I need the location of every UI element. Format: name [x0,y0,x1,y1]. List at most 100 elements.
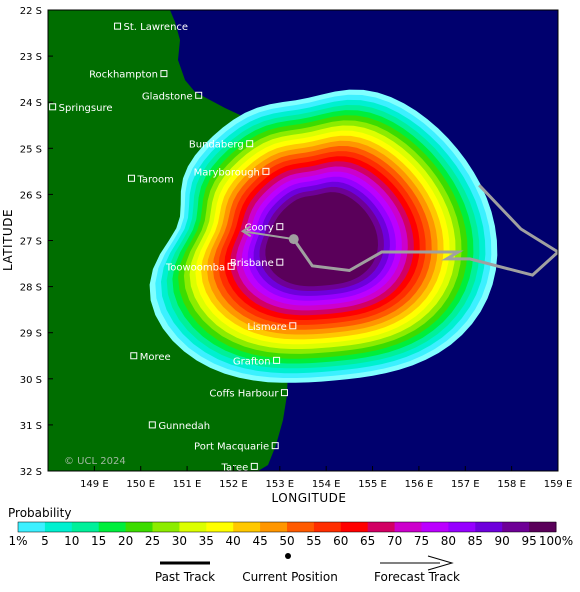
city-label: Taroom [136,174,173,185]
legend-swatch [152,522,180,532]
legend-label: 65 [360,534,375,548]
probability-legend: 1% 5 10 15 20 25 30 35 40 45 50 55 60 65 70 75 80 85 90 95 1… [8,521,573,548]
city-markers: St. Lawrence Rockhampton Gladstone Springsu… [49,22,297,471]
city-marker-icon [289,322,297,330]
legend-swatch [502,522,530,532]
city-marker-icon [130,352,138,360]
city-marker-icon [160,70,168,78]
lon-tick-label: 157 E [451,479,480,490]
lat-tick-label: 26 S [20,190,42,201]
past-track [478,184,558,254]
copyright: © UCL 2024 [64,456,126,467]
city-label: Toowoomba [165,262,225,273]
legend-swatch [448,522,476,532]
lat-tick-label: 24 S [20,98,42,109]
lon-tick-label: 156 E [405,479,434,490]
legend-label: 35 [199,534,214,548]
lon-tick-label: 150 E [126,479,155,490]
city-marker-icon [271,442,279,450]
legend-swatch [125,522,153,532]
city-label: Maryborough [194,167,260,178]
legend-label: 85 [468,534,483,548]
legend-label: 40 [226,534,241,548]
legend-label: 25 [145,534,160,548]
legend-label: 20 [118,534,133,548]
legend-label: 10 [64,534,79,548]
lon-tick-label: 154 E [312,479,341,490]
legend-label: 95 [521,534,536,548]
city-label: Moree [140,352,171,363]
legend-swatch [475,522,503,532]
lat-tick-label: 25 S [20,144,42,155]
legend-swatch [340,522,369,532]
legend-label: 80 [441,534,456,548]
lon-tick-label: 158 E [497,479,526,490]
lon-tick-label: 155 E [358,479,387,490]
legend-swatch [233,522,261,532]
city-marker-icon [195,91,203,99]
past-track-label: Past Track [155,570,215,584]
lat-tick-label: 27 S [20,237,42,248]
city-label: Bundaberg [189,140,244,151]
forecast-arrow-icon [240,225,252,238]
lon-tick-label: 151 E [173,479,202,490]
city-label: Coffs Harbour [209,389,279,400]
city-marker-icon [246,140,254,148]
city-label: Gladstone [142,91,193,102]
city-marker-icon [250,462,258,470]
current-position [288,234,299,245]
legend-label: 50 [279,534,294,548]
lat-tick-label: 22 S [20,6,42,17]
city-label: Rockhampton [89,70,158,81]
y-axis-title: LATITUDE [1,209,15,271]
legend-label: 90 [495,534,510,548]
legend-swatch [287,522,315,532]
city-label: Springsure [59,103,113,114]
legend-swatch [260,522,288,532]
legend-swatch [313,522,342,532]
legend-swatch [71,522,100,532]
current-position-swatch [285,553,291,559]
track-key: Past Track Current Position Forecast Tra… [155,553,460,584]
legend-label: 70 [387,534,402,548]
legend-label: 60 [333,534,348,548]
legend-swatch [98,522,127,532]
legend-swatch [179,522,207,532]
legend-frame [17,521,557,533]
lon-tick-label: 152 E [219,479,248,490]
current-position-label: Current Position [242,570,338,584]
city-label: Port Macquarie [194,442,269,453]
city-label: St. Lawrence [124,22,189,33]
legend-swatch [367,522,396,532]
city-marker-icon [127,174,135,182]
city-marker-icon [114,22,122,30]
legend-label: 5 [41,534,49,548]
legend-label: 45 [252,534,267,548]
lat-tick-label: 32 S [20,467,42,478]
city-marker-icon [227,262,235,270]
city-marker-icon [49,103,57,111]
lat-tick-label: 31 S [20,421,42,432]
forecast-arrow-icon [427,555,454,571]
forecast-track-label: Forecast Track [374,570,460,584]
legend-label: 55 [306,534,321,548]
legend-label: 75 [414,534,429,548]
lat-tick-label: 29 S [20,329,42,340]
legend-swatch [529,522,557,532]
city-marker-icon [262,167,270,175]
probability-ring [265,192,378,287]
legend-swatch [18,522,46,532]
lat-tick-label: 28 S [20,283,42,294]
forecast-track [242,230,294,241]
x-axis-title: LONGITUDE [272,491,347,505]
city-marker-icon [276,223,284,231]
lon-tick-label: 153 E [266,479,295,490]
city-marker-icon [280,389,288,397]
legend-swatch [421,522,449,532]
lon-tick-label: 149 E [80,479,109,490]
legend-label: 15 [91,534,106,548]
city-label: Coory [245,223,274,234]
axis-ticks: 149 E 150 E 151 E 152 E 153 E 154 E 155 E 156 E… [20,6,573,490]
city-marker-icon [273,356,281,364]
